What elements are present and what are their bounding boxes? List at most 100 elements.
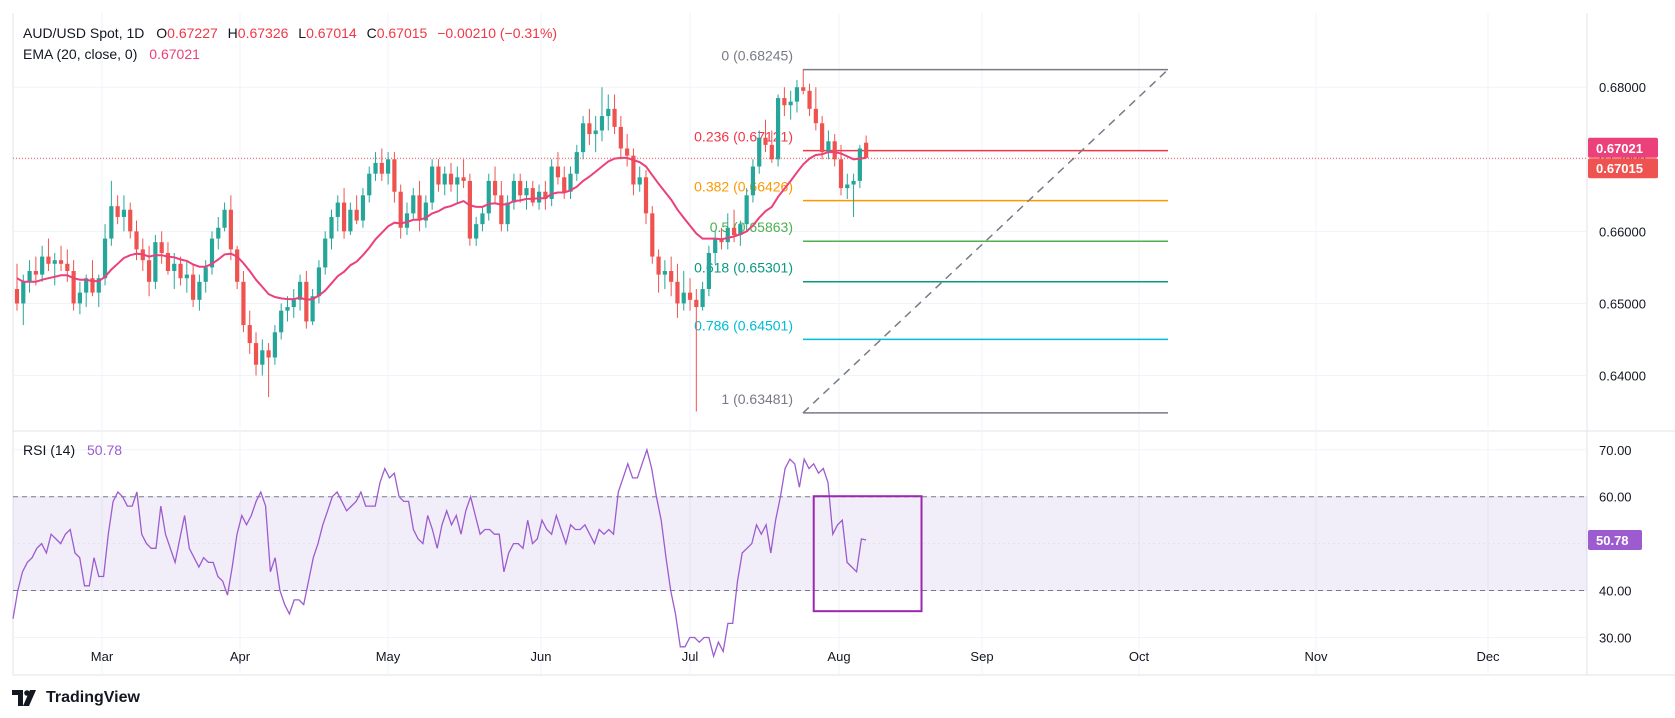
candle-body: [536, 191, 542, 203]
month-label: Mar: [91, 649, 114, 664]
candle-body: [379, 162, 384, 174]
candle-body: [285, 307, 290, 311]
fib-level-label: 0.786 (0.64501): [694, 317, 793, 333]
candle-body: [404, 213, 410, 228]
candle-body: [612, 108, 617, 127]
candle-body: [58, 260, 64, 264]
chart-background: [0, 0, 1675, 685]
legend-c-label: C: [367, 25, 377, 41]
candle-body: [323, 238, 328, 268]
price-chart[interactable]: 0 (0.68245) 0.236 (0.67121) 0.382 (0.66426…: [0, 0, 1675, 685]
candle-body: [33, 271, 38, 275]
candle-body: [77, 292, 82, 304]
candle-body: [335, 202, 340, 217]
candle-body: [801, 87, 806, 91]
candle-body: [631, 155, 636, 185]
candle-body: [543, 191, 548, 199]
candle-body: [84, 278, 89, 293]
rsi-tick-label: 30.00: [1599, 630, 1632, 645]
rsi-tick-label: 70.00: [1599, 443, 1632, 458]
candle-body: [587, 123, 592, 135]
candle-body: [21, 281, 26, 304]
candle-body: [121, 209, 127, 217]
rsi-highlight-box[interactable]: [812, 495, 923, 613]
candle-body: [109, 206, 114, 239]
price-badge-label: 0.67015: [1596, 161, 1643, 176]
candle-body: [71, 271, 76, 304]
candle-body: [455, 177, 460, 185]
candle-body: [430, 166, 435, 203]
candle-body: [253, 343, 259, 365]
rsi-badge-label: 50.78: [1596, 533, 1629, 548]
candle-body: [354, 209, 359, 221]
candle-body: [486, 180, 491, 214]
candle-body: [178, 263, 183, 279]
candle-body: [656, 256, 661, 275]
candle-body: [165, 252, 171, 272]
candle-body: [241, 281, 246, 326]
candle-body: [348, 209, 353, 232]
candle-body: [467, 180, 472, 239]
legend-o-value: 0.67227: [167, 25, 218, 41]
candle-body: [763, 137, 768, 145]
candle-body: [153, 242, 158, 282]
candle-body: [146, 260, 152, 282]
candle-body: [272, 332, 277, 358]
candle-body: [360, 195, 366, 221]
candle-body: [706, 252, 711, 290]
candle-body: [606, 108, 611, 117]
candle-body: [260, 350, 265, 365]
fib-level-label: 0.236 (0.67121): [694, 129, 793, 145]
candle-body: [757, 137, 762, 167]
candle-body: [203, 267, 208, 282]
legend-symbol: AUD/USD Spot, 1D: [23, 25, 144, 41]
candle-body: [184, 274, 189, 279]
candle-body: [222, 209, 227, 228]
candle-body: [750, 166, 756, 196]
candle-body: [96, 278, 101, 293]
candle-body: [505, 202, 510, 225]
candle-body: [247, 325, 252, 344]
candle-body: [562, 177, 567, 192]
fibonacci-retracement[interactable]: 0 (0.68245) 0.236 (0.67121) 0.382 (0.66426…: [694, 48, 1169, 414]
candle-body: [511, 180, 517, 203]
candle-body: [398, 191, 403, 228]
fib-level-label: 0.382 (0.66426): [694, 179, 793, 195]
candle-body: [549, 166, 554, 199]
candle-body: [235, 249, 240, 282]
candle-body: [700, 289, 705, 308]
candle-body: [857, 148, 862, 181]
candle-body: [191, 274, 196, 300]
candle-body: [499, 195, 504, 225]
candle-body: [530, 188, 535, 203]
candle-body: [650, 213, 655, 257]
month-label: Oct: [1129, 649, 1150, 664]
candle-body: [310, 296, 315, 322]
month-label: Nov: [1304, 649, 1328, 664]
price-tick-label: 0.65000: [1599, 296, 1646, 311]
candle-body: [599, 116, 605, 131]
candle-body: [297, 281, 303, 300]
candle-body: [662, 271, 667, 275]
tradingview-logo[interactable]: TradingView: [12, 687, 140, 709]
candle-body: [128, 209, 133, 232]
candle-body: [581, 123, 586, 153]
legend-o-label: O: [156, 25, 167, 41]
candle-body: [713, 238, 718, 253]
candle-body: [637, 177, 642, 185]
price-badge-label: 0.67021: [1596, 141, 1643, 156]
candle-body: [304, 281, 309, 322]
legend-rsi-label: RSI (14): [23, 442, 75, 458]
legend-l-label: L: [298, 25, 306, 41]
candle-body: [568, 173, 573, 192]
legend-change: −0.00210 (−0.31%): [437, 25, 557, 41]
candle-body: [807, 90, 812, 109]
candle-body: [574, 152, 579, 174]
month-label: May: [376, 649, 401, 664]
candle-body: [461, 177, 466, 181]
candle-body: [266, 350, 271, 358]
legend-c-value: 0.67015: [377, 25, 428, 41]
candle-body: [316, 267, 322, 297]
month-label: Dec: [1476, 649, 1500, 664]
candle-body: [52, 260, 57, 264]
